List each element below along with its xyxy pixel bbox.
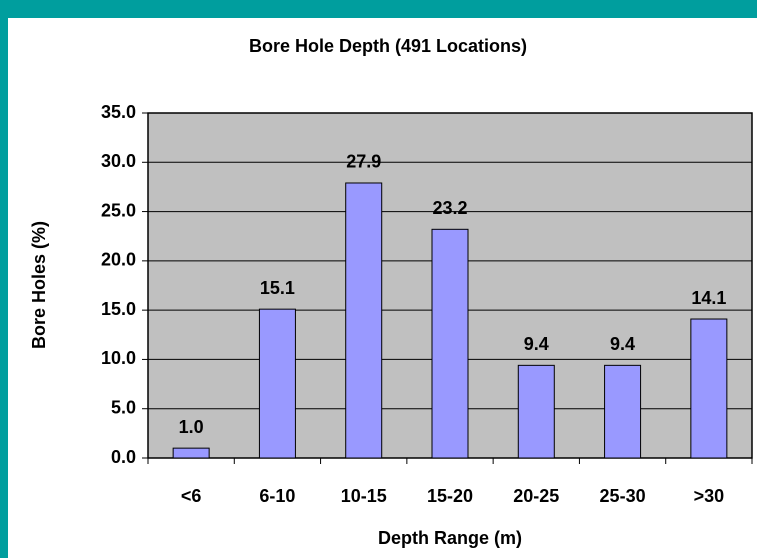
value-label: 14.1 [691, 288, 726, 308]
x-tick-label: 15-20 [427, 486, 473, 506]
bar [345, 182, 383, 459]
bar [604, 364, 642, 459]
y-tick-label: 30.0 [101, 151, 136, 171]
bar [431, 228, 469, 459]
x-tick-label: 6-10 [259, 486, 295, 506]
bar [690, 318, 728, 459]
y-tick-label: 0.0 [111, 447, 136, 467]
value-label: 15.1 [260, 278, 295, 298]
y-tick-label: 25.0 [101, 200, 136, 220]
value-label: 27.9 [346, 152, 381, 172]
y-tick-label: 35.0 [101, 102, 136, 122]
bar [172, 447, 210, 459]
y-tick-label: 20.0 [101, 250, 136, 270]
x-tick-label: >30 [694, 486, 725, 506]
x-tick-label: 25-30 [600, 486, 646, 506]
x-tick-label: <6 [181, 486, 202, 506]
bar [517, 364, 555, 459]
chart-title: Bore Hole Depth (491 Locations) [249, 36, 527, 56]
value-label: 23.2 [432, 198, 467, 218]
y-tick-label: 10.0 [101, 348, 136, 368]
x-tick-label: 20-25 [513, 486, 559, 506]
value-label: 9.4 [524, 334, 549, 354]
value-label: 1.0 [179, 417, 204, 437]
value-label: 9.4 [610, 334, 635, 354]
y-tick-label: 15.0 [101, 299, 136, 319]
x-tick-label: 10-15 [341, 486, 387, 506]
bar [258, 308, 296, 459]
y-tick-label: 5.0 [111, 397, 136, 417]
y-axis-title: Bore Holes (%) [29, 221, 49, 349]
x-axis-title: Depth Range (m) [378, 528, 522, 548]
